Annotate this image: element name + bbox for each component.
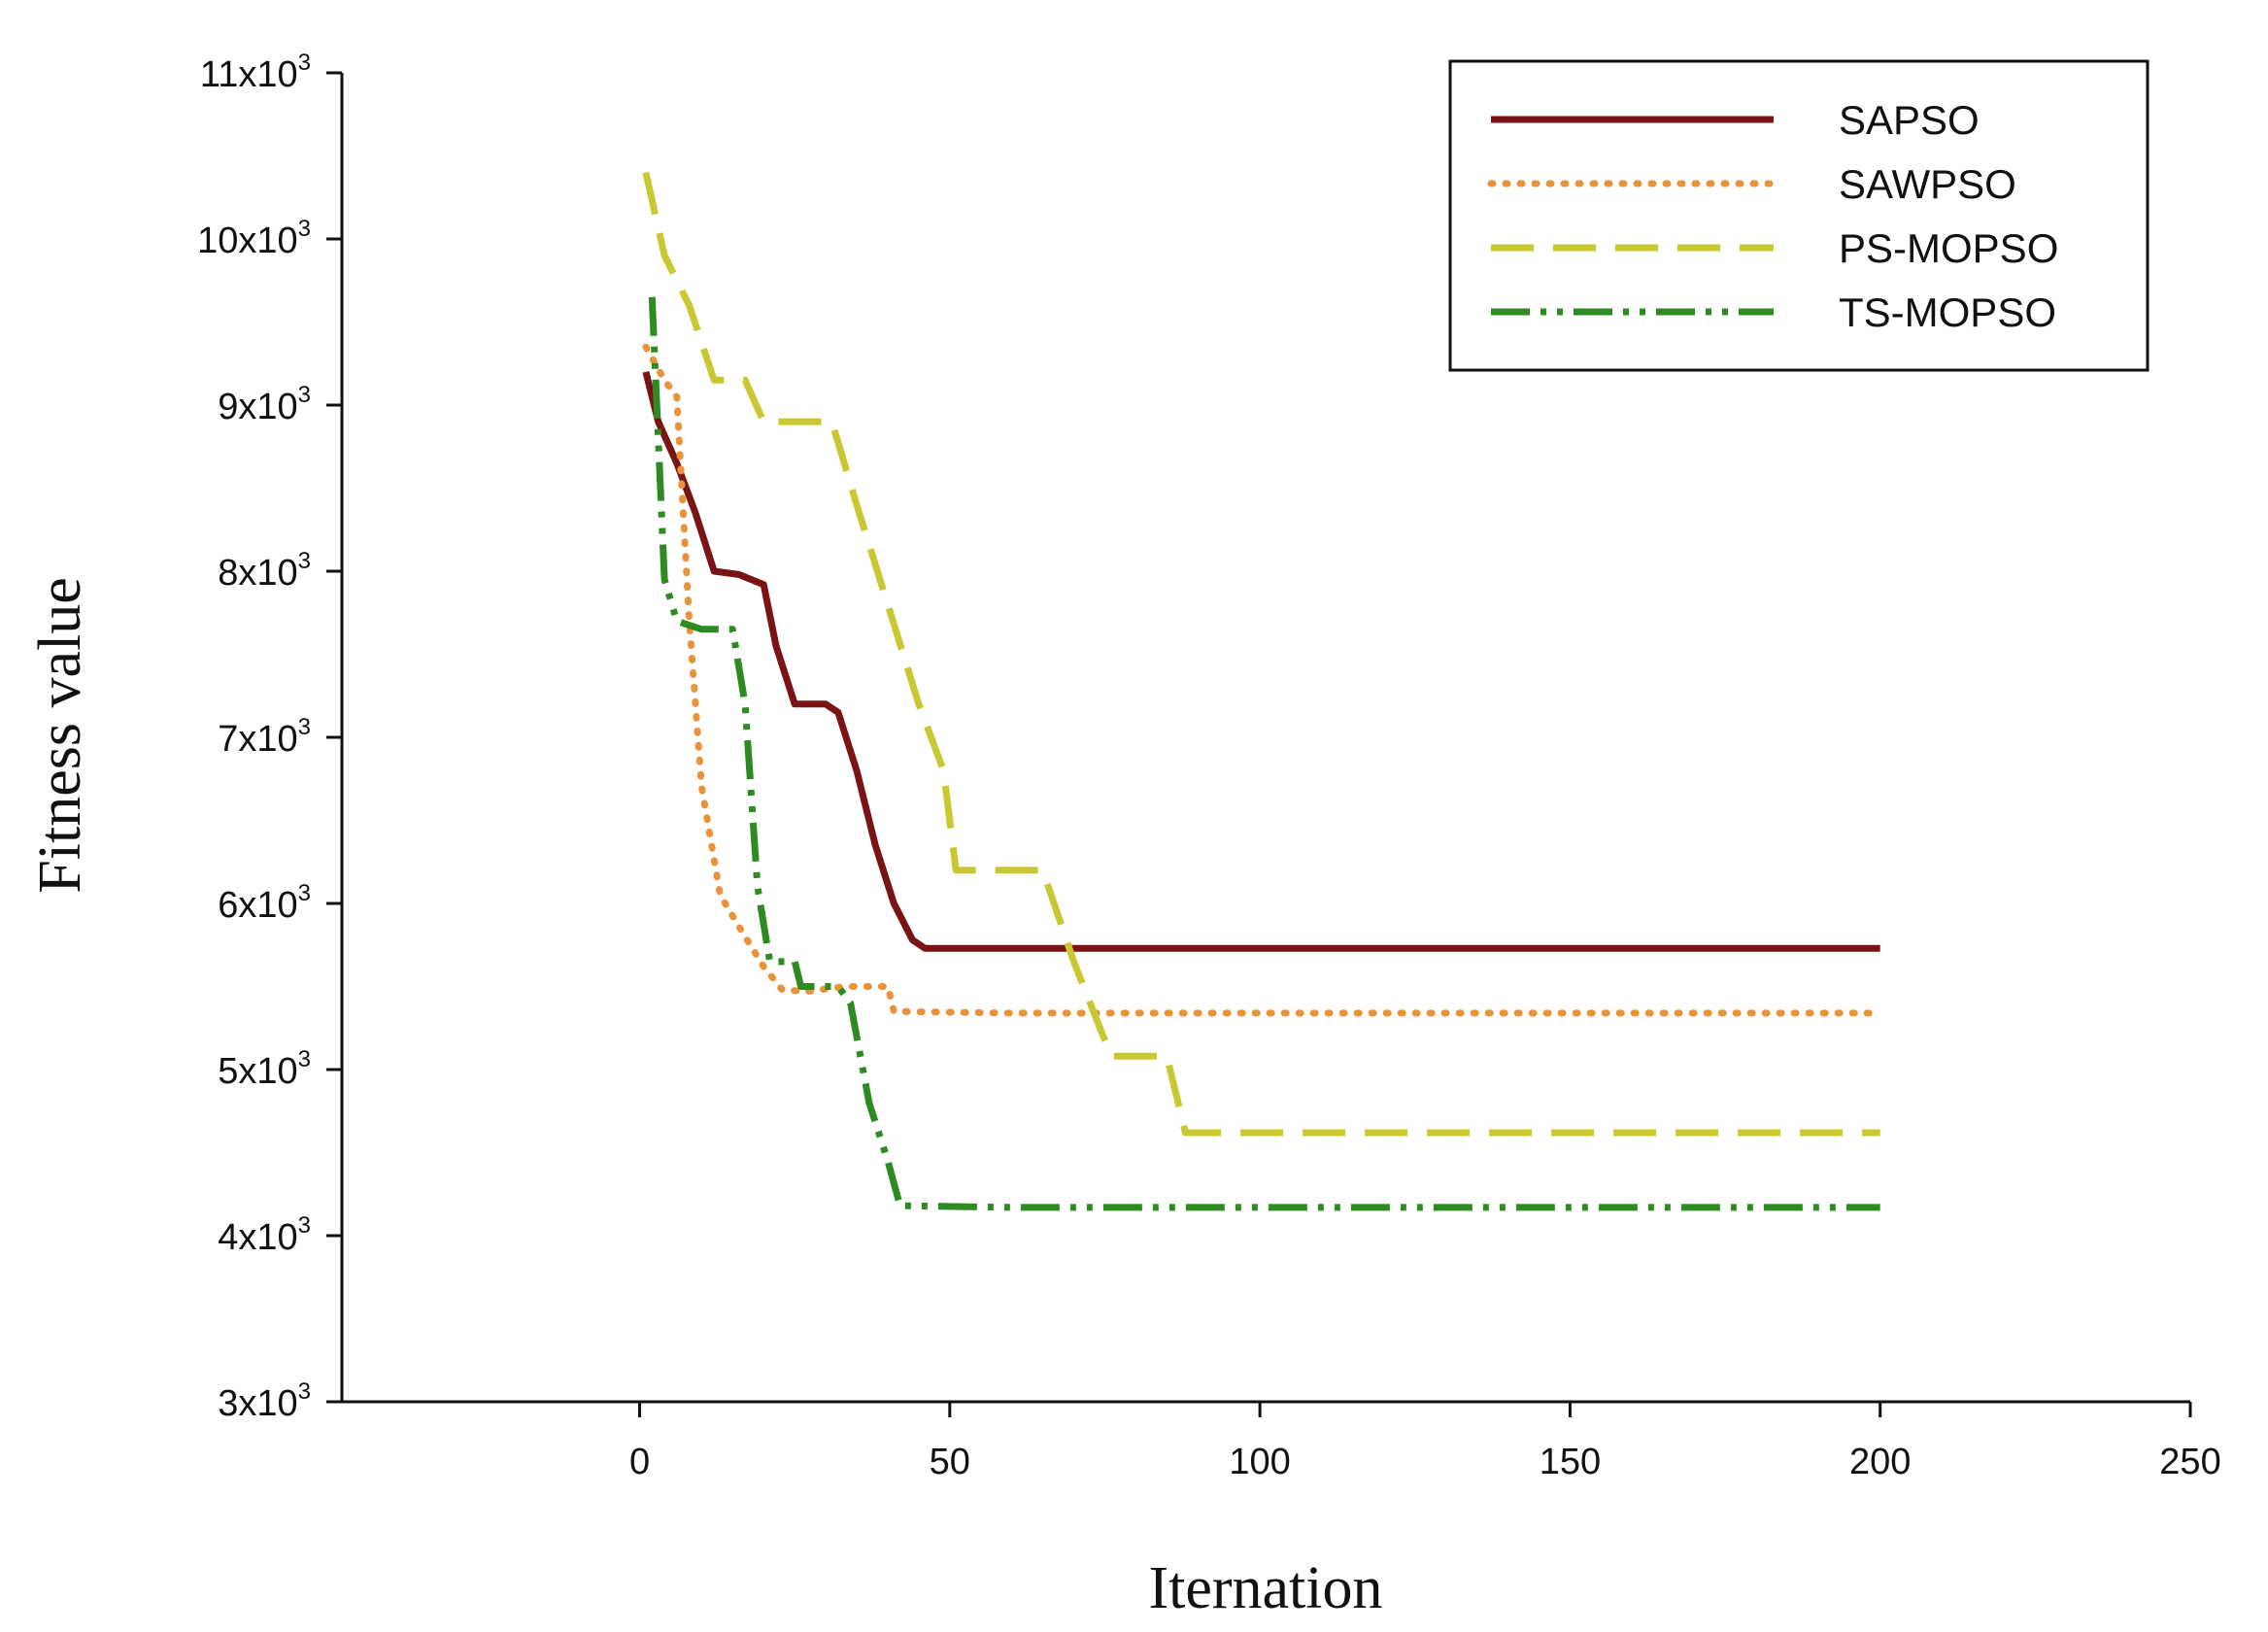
legend-label-ts-mopso: TS-MOPSO xyxy=(1839,289,2056,335)
x-axis-title: Iternation xyxy=(1148,1555,1382,1621)
legend-label-sawpso: SAWPSO xyxy=(1839,161,2016,207)
y-tick-label: 3x103 xyxy=(218,1378,311,1424)
x-axis-ticks: 0 50 100 150 200 250 xyxy=(629,1402,2221,1482)
x-tick-label: 250 xyxy=(2159,1442,2220,1482)
series-line-sawpso xyxy=(642,343,1884,1017)
y-axis-title: Fitness value xyxy=(27,577,93,893)
x-tick-label: 200 xyxy=(1849,1442,1911,1482)
y-axis-ticks: 3x103 4x103 5x103 6x103 7x103 8x103 9x103 10x10… xyxy=(197,50,342,1424)
y-tick-label: 9x103 xyxy=(218,382,311,427)
y-tick-label: 11x103 xyxy=(200,50,311,95)
y-tick-label: 5x103 xyxy=(218,1046,311,1092)
legend: SAPSO SAWPSO PS-MOPSO TS-MOPSO xyxy=(1448,59,2150,372)
y-tick-label: 10x103 xyxy=(197,216,311,261)
y-tick-label: 6x103 xyxy=(218,880,311,926)
series-line-sapso xyxy=(642,370,1880,952)
series-lines xyxy=(642,171,1884,1211)
y-tick-label: 4x103 xyxy=(218,1212,311,1258)
legend-label-ps-mopso: PS-MOPSO xyxy=(1839,225,2058,271)
x-tick-label: 0 xyxy=(629,1442,650,1482)
legend-label-sapso: SAPSO xyxy=(1839,97,1980,143)
x-tick-label: 150 xyxy=(1540,1442,1601,1482)
legend-box xyxy=(1448,59,2150,372)
series-line-ts-mopso xyxy=(648,296,1880,1211)
y-tick-label: 7x103 xyxy=(218,714,311,760)
y-tick-label: 8x103 xyxy=(218,548,311,594)
x-tick-label: 50 xyxy=(930,1442,970,1482)
x-tick-label: 100 xyxy=(1229,1442,1290,1482)
series-line-ps-mopso xyxy=(642,171,1880,1137)
